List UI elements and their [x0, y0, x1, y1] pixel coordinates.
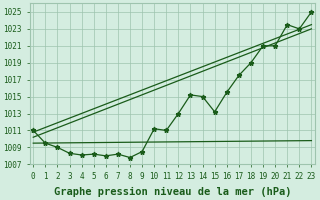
- X-axis label: Graphe pression niveau de la mer (hPa): Graphe pression niveau de la mer (hPa): [53, 186, 291, 197]
